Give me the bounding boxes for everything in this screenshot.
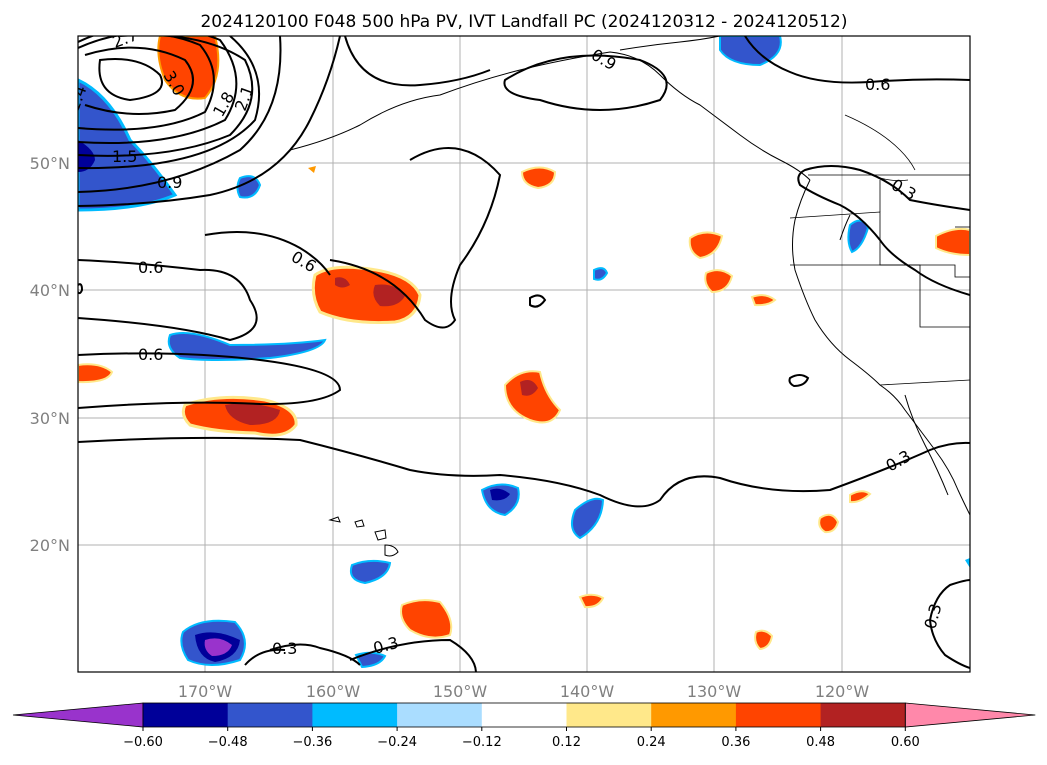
ivt-positive-anomaly [400, 599, 453, 639]
colorbar-frame [142, 702, 906, 728]
contour-label: 0.9 [157, 173, 182, 192]
colorbar-segment [312, 703, 398, 727]
ivt-negative-anomaly [349, 559, 392, 585]
latitude-labels: 50°N 40°N 30°N 20°N [30, 154, 70, 555]
colorbar-tick-label: 0.48 [806, 735, 835, 750]
ivt-positive-anomaly [225, 403, 280, 425]
map-frame [77, 35, 971, 673]
colorbar-extend-min [12, 702, 144, 728]
colorbar-tick-label: 0.24 [637, 735, 666, 750]
ivt-positive-anomaly [935, 227, 970, 257]
colorbar-segment [735, 703, 822, 727]
ivt-negative-anomalies [78, 36, 970, 669]
colorbar-segment [566, 703, 652, 727]
colorbar-segment [143, 703, 229, 727]
ivt-positive-anomaly [849, 490, 872, 504]
lon-label: 160°W [306, 682, 361, 701]
ivt-positive-anomaly [688, 231, 724, 260]
ivt-positive-anomaly [754, 629, 774, 651]
ivt-positive-anomaly [578, 593, 605, 609]
colorbar-segment [227, 703, 313, 727]
contour-label: 0.6 [865, 75, 890, 94]
ivt-positive-anomaly [704, 269, 734, 294]
colorbar-segment [820, 703, 906, 727]
ivt-positive-anomaly [373, 284, 405, 307]
colorbar-tick-label: −0.60 [123, 735, 163, 750]
colorbar-segment [481, 703, 567, 727]
lon-label: 130°W [687, 682, 742, 701]
colorbar-segment [397, 703, 483, 727]
ivt-positive-anomaly [750, 294, 777, 307]
contour-label: 0.6 [138, 258, 163, 277]
longitude-labels: 170°W 160°W 150°W 140°W 130°W 120°W [178, 682, 870, 701]
ivt-negative-anomaly [78, 78, 178, 212]
colorbar-tick-label: −0.24 [377, 735, 417, 750]
lat-label: 20°N [30, 536, 70, 555]
colorbar-tick-label: −0.48 [208, 735, 248, 750]
colorbar-tick-label: 0.36 [721, 735, 750, 750]
colorbar: −0.60 −0.48 −0.36 −0.24 −0.12 0.12 0.24 0.36 0.4… [12, 702, 1036, 750]
lon-label: 170°W [178, 682, 233, 701]
hawaii-islands [328, 516, 399, 557]
lat-label: 50°N [30, 154, 70, 173]
ivt-positive-anomaly [503, 370, 562, 424]
lon-label: 120°W [815, 682, 870, 701]
colorbar-tick-label: −0.12 [462, 735, 502, 750]
colorbar-segment [651, 703, 737, 727]
ivt-positive-anomaly [520, 166, 557, 190]
ivt-negative-anomaly [354, 651, 387, 669]
ivt-positive-anomaly [520, 380, 538, 396]
contour-label: 0.6 [138, 345, 163, 364]
colorbar-tick-label: 0.12 [552, 735, 581, 750]
colorbar-extend-max [904, 702, 1036, 728]
ivt-positive-anomaly [308, 166, 316, 173]
lat-label: 30°N [30, 409, 70, 428]
ivt-negative-anomaly [167, 332, 327, 361]
colorbar-tick-label: −0.36 [292, 735, 332, 750]
figure-title: 2024120100 F048 500 hPa PV, IVT Landfall… [200, 12, 847, 32]
lat-label: 40°N [30, 281, 70, 300]
ivt-negative-anomaly [490, 488, 510, 501]
ivt-negative-anomaly [593, 267, 609, 281]
lon-label: 150°W [433, 682, 488, 701]
colorbar-tick-label: 0.60 [891, 735, 920, 750]
ivt-positive-anomaly [818, 513, 840, 534]
ivt-negative-anomaly [570, 497, 605, 540]
contour-label: 1.5 [112, 147, 137, 166]
ivt-negative-anomaly [965, 558, 970, 568]
coastlines [289, 36, 970, 516]
pv-contours [78, 36, 970, 672]
ivt-positive-anomalies [78, 36, 970, 651]
ivt-negative-anomaly [847, 219, 870, 254]
ivt-negative-anomaly [204, 638, 232, 656]
contour-label: 0.3 [272, 639, 297, 658]
ivt-positive-anomaly [78, 363, 114, 384]
ivt-positive-anomaly [335, 277, 350, 288]
lon-label: 140°W [560, 682, 615, 701]
